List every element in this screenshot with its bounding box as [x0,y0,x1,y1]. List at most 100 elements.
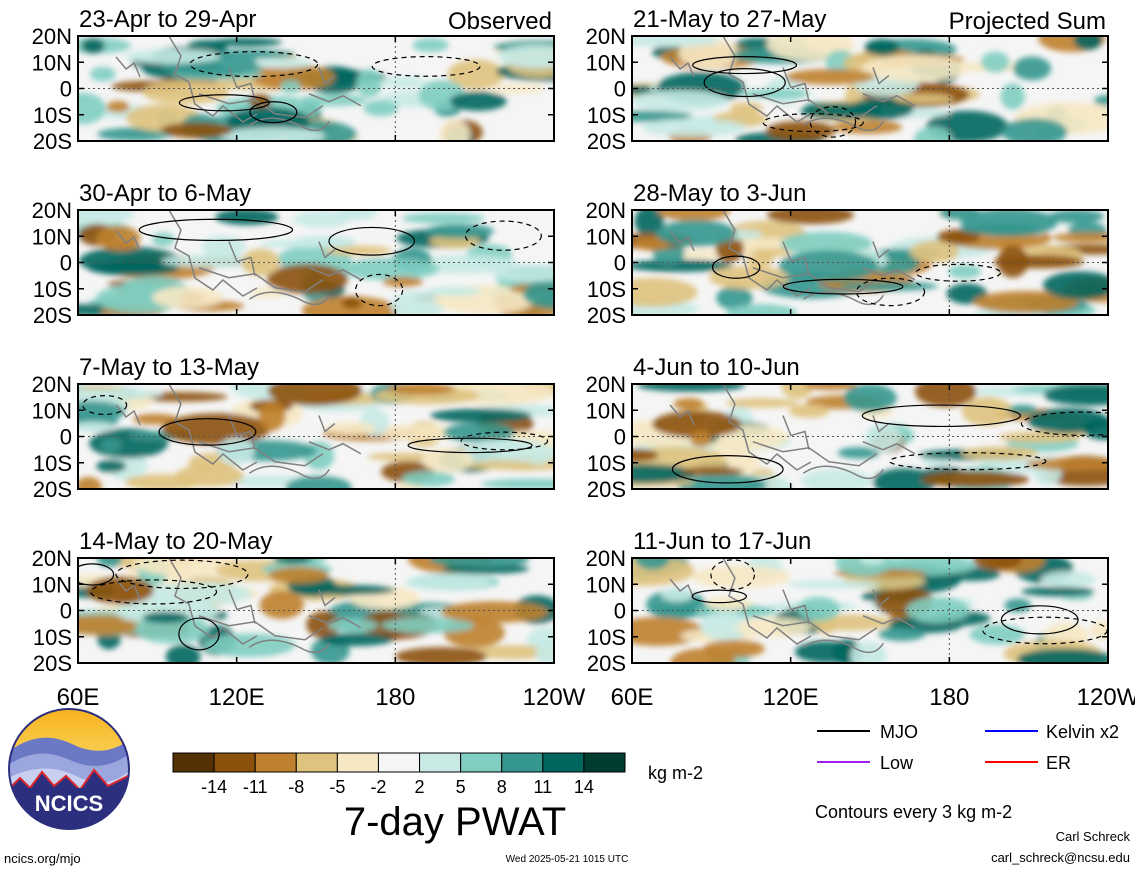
anomaly-patch [726,304,798,315]
anomaly-patch [463,460,536,470]
legend-mjo-label: MJO [880,722,918,742]
anomaly-patch [280,80,301,94]
anomaly-patch [89,66,116,82]
anomaly-patch [786,580,881,589]
anomaly-patch [480,478,554,489]
anomaly-patch [948,264,982,279]
lon-label: 120E [763,684,819,711]
anomaly-patch [780,231,873,256]
lon-label: 180 [929,684,969,711]
panel-title: 23-Apr to 29-Apr [79,6,256,33]
anomaly-patch [363,100,399,117]
anomaly-patch [404,574,493,591]
anomaly-patch [174,464,244,487]
anomaly-patch [843,384,897,413]
anomaly-patch [412,38,449,53]
colorbar-tick-label: -5 [329,777,345,797]
timestamp: Wed 2025-05-21 1015 UTC [506,854,629,865]
anomaly-patch [729,102,763,114]
colorbar-tick-label: 8 [497,777,507,797]
anomaly-patch [1025,457,1108,471]
contour-line [354,273,404,307]
anomaly-patch [1093,95,1108,106]
lat-label: 0 [60,251,72,276]
lat-label: 10N [32,224,72,249]
column-label: Observed [448,8,552,35]
colorbar-swatch [377,752,421,773]
colorbar-tick-label: -2 [370,777,386,797]
lat-label: 10N [32,398,72,423]
colorbar-swatch [542,752,585,773]
lat-label: 20S [587,303,626,328]
anomaly-patch [746,248,791,257]
anomaly-patch [266,264,349,294]
anomaly-patch [632,277,698,307]
anomaly-patch [381,617,474,634]
anomaly-patch [973,290,1079,314]
anomaly-patch [498,44,554,69]
contour-line [78,563,115,586]
anomaly-patch [788,403,830,418]
anomaly-patch [634,558,670,570]
legend-low-label: Low [880,753,914,773]
anomaly-patch [651,410,742,438]
contour-line [1000,605,1079,635]
coastline [115,558,362,654]
contour-line [861,404,1022,428]
lon-label: 60E [611,684,654,711]
chart-title: 7-day PWAT [344,800,566,844]
anomaly-patch [785,68,876,85]
colorbar-units: kg m-2 [648,763,703,783]
contour-line [671,455,784,484]
anomaly-patch [78,421,115,432]
anomaly-patch [379,76,427,89]
colorbar-swatch [501,752,544,773]
anomaly-patch [79,246,181,276]
anomaly-patch [655,219,737,247]
anomaly-patch [161,254,265,268]
contour-line [782,278,904,295]
lat-label: 10N [586,398,626,423]
anomaly-patch [259,590,304,620]
anomaly-patch [703,639,765,658]
legend-kelvin-label: Kelvin x2 [1046,722,1119,742]
lat-label: 0 [614,251,626,276]
lat-label: 20S [33,303,72,328]
panel-title: 30-Apr to 6-May [79,180,251,207]
contour-line [90,579,218,605]
anomaly-patch [634,210,665,237]
panel-title: 11-Jun to 17-Jun [633,528,811,555]
anomaly-patch [735,617,811,638]
colorbar-swatch [172,752,215,773]
contour-line [249,101,298,124]
contour-line [464,220,542,251]
column-label: Projected Sum [949,8,1106,35]
anomaly-patch [1004,598,1032,613]
lat-label: 10N [586,50,626,75]
anomaly-patch [78,476,102,489]
lat-label: 20S [33,477,72,502]
anomaly-patch [893,93,954,104]
lat-label: 10S [33,625,72,650]
lat-label: 20N [586,24,626,49]
anomaly-patch [725,398,799,408]
coastline [669,384,916,480]
anomaly-patch [677,473,767,489]
lat-label: 10N [32,572,72,597]
anomaly-patch [1001,118,1068,141]
colorbar: -14 -11 -8 -5 -2 2 5 8 11 14 [172,752,626,797]
anomaly-patch [258,401,286,431]
anomaly-patch [151,286,224,309]
anomaly-patch [921,470,1030,488]
anomaly-patch [1073,36,1103,51]
anomaly-patch [323,245,392,256]
contour-line [711,255,761,279]
contour-line [1020,411,1108,436]
lat-label: 10N [32,50,72,75]
anomaly-patch [132,413,179,425]
anomaly-patch [691,565,791,589]
anomaly-patch [382,276,423,287]
contour-line [407,437,533,454]
anomaly-patch [460,439,554,469]
